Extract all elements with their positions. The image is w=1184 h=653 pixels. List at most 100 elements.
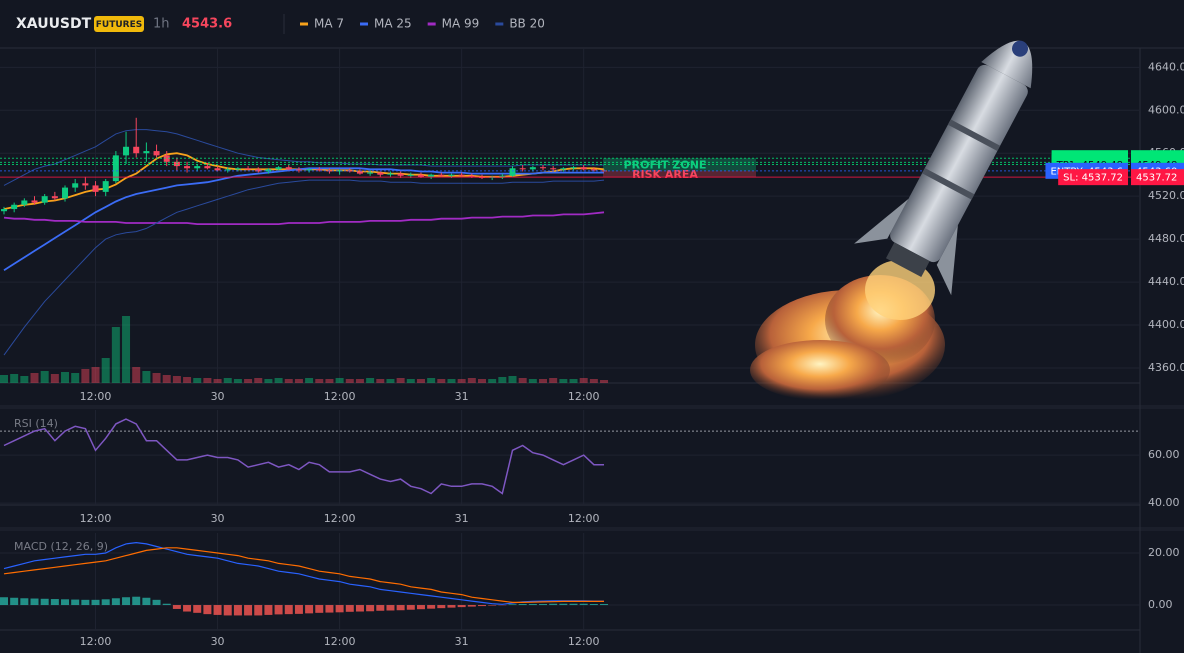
histogram-bar	[183, 605, 192, 612]
histogram-bar	[325, 605, 334, 613]
candle-body	[133, 146, 140, 154]
volume-bar	[254, 378, 263, 383]
candle-body	[316, 169, 323, 171]
volume-bar	[325, 379, 334, 383]
legend-label: BB 20	[509, 17, 545, 31]
time-label: 12:00	[80, 390, 112, 403]
candle-body	[173, 161, 180, 167]
volume-bar	[40, 371, 49, 383]
volume-bar	[437, 379, 446, 383]
histogram-bar	[203, 605, 212, 615]
volume-bar	[81, 369, 90, 383]
candle-body	[92, 185, 99, 192]
histogram-bar	[386, 605, 395, 611]
candle-body	[367, 172, 374, 174]
volume-bar	[345, 379, 354, 383]
y-tick-label: 4480.00	[1148, 232, 1184, 245]
volume-bar	[244, 379, 253, 383]
volume-bar	[589, 379, 598, 383]
candle-body	[184, 166, 191, 169]
volume-bar	[193, 378, 202, 383]
volume-bar	[579, 378, 588, 383]
time-label: 30	[211, 390, 225, 403]
histogram-bar	[406, 605, 415, 610]
volume-bar	[406, 379, 415, 383]
volume-bar	[10, 374, 19, 383]
y-tick-label: 4360.00	[1148, 361, 1184, 374]
candle-body	[21, 200, 28, 205]
candle-body	[590, 169, 597, 171]
histogram-bar	[162, 603, 171, 606]
macd-line	[3, 547, 604, 603]
volume-bar	[233, 379, 242, 383]
volume-bar	[508, 376, 517, 383]
candle-body	[123, 146, 130, 156]
volume-bar	[376, 379, 385, 383]
histogram-bar	[101, 599, 110, 606]
histogram-bar	[518, 603, 527, 606]
volume-bar	[203, 378, 212, 383]
candle-body	[102, 181, 109, 192]
candle-body	[204, 166, 211, 169]
histogram-bar	[579, 603, 588, 606]
candle-body	[275, 167, 282, 170]
volume-bar	[396, 378, 405, 383]
histogram-bar	[172, 605, 181, 609]
time-label: 12:00	[568, 635, 600, 648]
y-tick-label: 4400.00	[1148, 318, 1184, 331]
volume-bar	[213, 379, 222, 383]
histogram-bar	[20, 598, 29, 606]
volume-bar	[498, 377, 507, 383]
volume-bar	[172, 376, 181, 383]
candle-body	[41, 196, 48, 203]
histogram-bar	[193, 605, 202, 613]
histogram-bar	[274, 605, 283, 615]
volume-bar	[20, 376, 29, 383]
last-price: 4543.6	[182, 17, 232, 32]
y-tick-label: 0.00	[1148, 598, 1173, 611]
candle-body	[580, 167, 587, 170]
y-tick-label: 4520.00	[1148, 189, 1184, 202]
y-tick-label: 40.00	[1148, 496, 1180, 509]
candle-body	[540, 167, 547, 169]
histogram-bar	[71, 599, 80, 606]
volume-bar	[386, 379, 395, 383]
candle-body	[163, 155, 170, 162]
candle-body	[112, 155, 119, 182]
histogram-bar	[335, 605, 344, 613]
volume-bar	[101, 358, 110, 383]
candle-body	[570, 167, 577, 169]
candle-body	[428, 174, 435, 177]
candle-body	[306, 169, 313, 171]
candle-body	[234, 168, 241, 170]
candle-body	[438, 174, 445, 176]
legend-label: MA 7	[314, 17, 344, 31]
histogram-bar	[589, 603, 598, 606]
time-label: 12:00	[80, 635, 112, 648]
histogram-bar	[600, 603, 609, 606]
volume-bar	[111, 327, 120, 383]
histogram-bar	[91, 599, 100, 606]
candle-body	[1, 209, 7, 212]
histogram-bar	[488, 605, 497, 606]
time-label: 12:00	[80, 512, 112, 525]
volume-bar	[518, 378, 527, 383]
candle-body	[143, 151, 150, 154]
y-tick-label: 20.00	[1148, 546, 1180, 559]
level-tag-bg	[1058, 169, 1128, 186]
histogram-bar	[477, 605, 486, 607]
badge-bg	[94, 16, 144, 32]
histogram-bar	[345, 605, 354, 612]
y-tick-label: 4600.00	[1148, 103, 1184, 116]
histogram-bar	[223, 605, 232, 616]
histogram-bar	[213, 605, 222, 615]
histogram-bar	[50, 599, 59, 606]
histogram-bar	[264, 605, 273, 615]
volume-bar	[223, 378, 232, 383]
histogram-bar	[284, 605, 293, 615]
time-label: 12:00	[568, 390, 600, 403]
volume-bar	[335, 378, 344, 383]
legend-label: MA 99	[442, 17, 480, 31]
histogram-bar	[254, 605, 263, 616]
volume-bar	[152, 373, 161, 383]
